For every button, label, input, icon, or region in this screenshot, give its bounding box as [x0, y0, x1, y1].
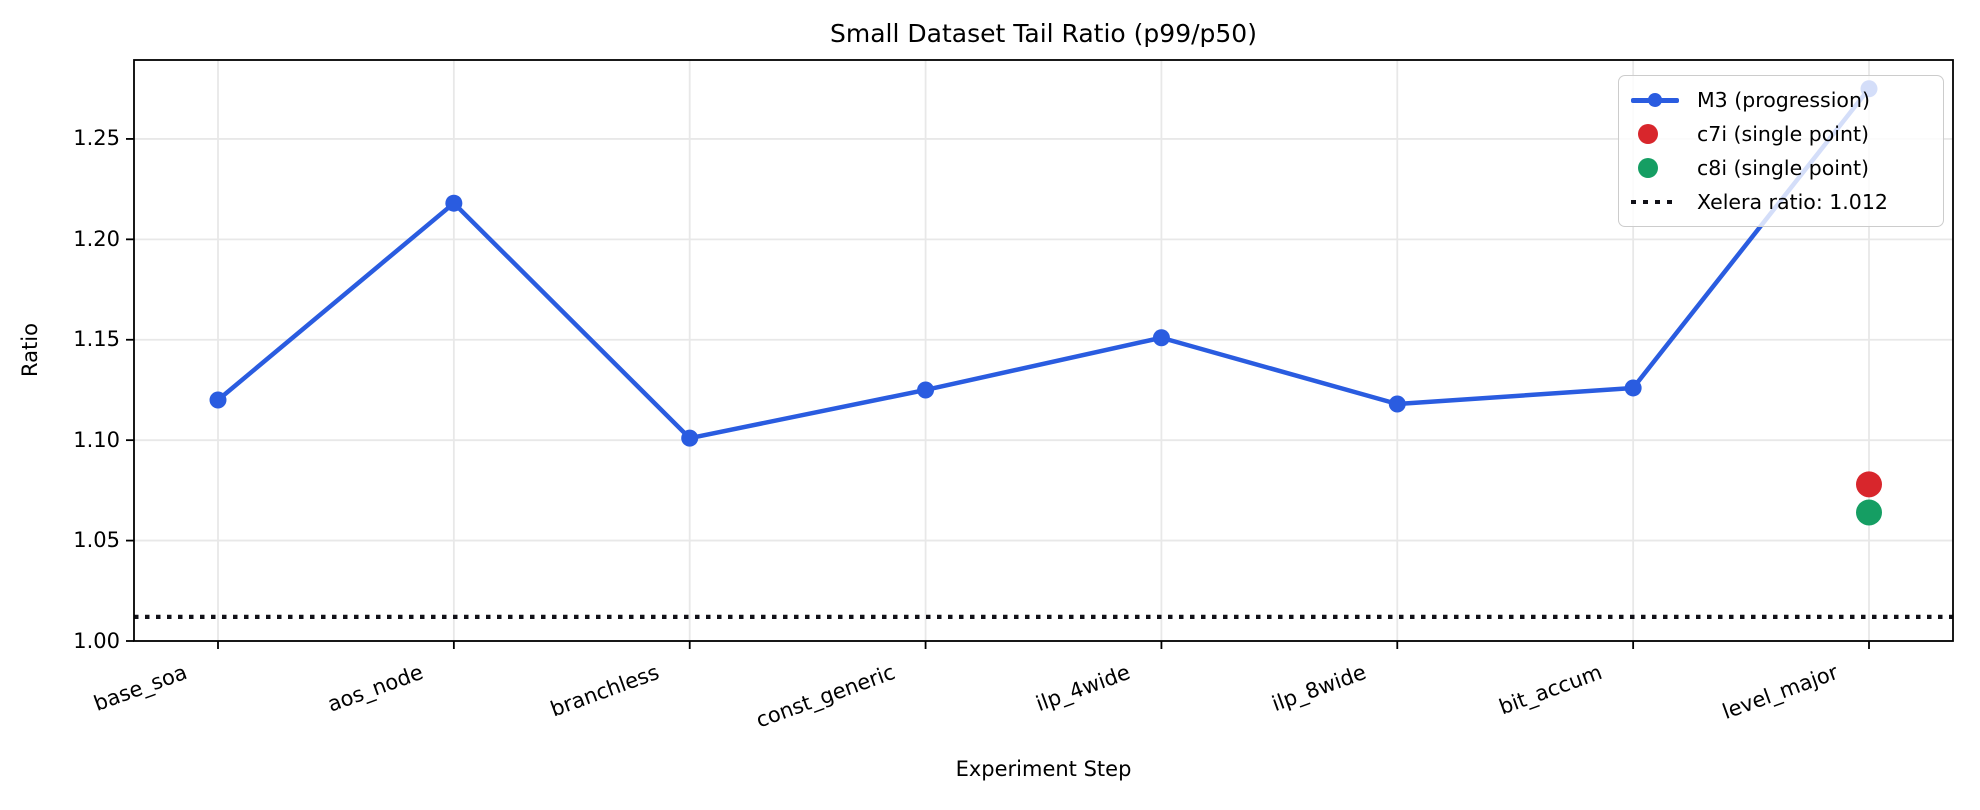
chart-title: Small Dataset Tail Ratio (p99/p50): [830, 19, 1257, 48]
legend-label: M3 (progression): [1697, 88, 1870, 112]
legend: M3 (progression) c7i (single point) c8i (s…: [1618, 75, 1944, 227]
legend-dot-marker-icon: [1631, 123, 1683, 145]
y-tick-label-1.20: 1.20: [73, 226, 120, 251]
legend-dotted-line-marker-icon: [1631, 191, 1683, 213]
legend-label: c7i (single point): [1697, 122, 1870, 146]
m3-point-ilp_8wide: [1388, 395, 1406, 413]
legend-line-marker-icon: [1631, 89, 1683, 111]
y-tick-label-1.05: 1.05: [73, 528, 120, 553]
m3-point-const_generic: [917, 381, 935, 399]
legend-item: c8i (single point): [1631, 151, 1933, 185]
legend-item: M3 (progression): [1631, 83, 1933, 117]
m3-line: [215, 86, 1872, 441]
x-axis-label: Experiment Step: [955, 757, 1132, 781]
axis-frame: [133, 59, 1954, 642]
m3-point-base_soa: [209, 391, 227, 409]
c7i-point: [1856, 471, 1882, 498]
legend-label: c8i (single point): [1697, 156, 1870, 180]
m3-point-aos_node: [445, 194, 463, 212]
y-tick-label-1.15: 1.15: [73, 327, 120, 352]
m3-point-bit_accum: [1624, 379, 1642, 397]
legend-label: Xelera ratio: 1.012: [1697, 190, 1888, 214]
legend-item: c7i (single point): [1631, 117, 1933, 151]
legend-item: Xelera ratio: 1.012: [1631, 185, 1933, 219]
y-tick-label-1.00: 1.00: [73, 628, 120, 653]
y-tick-label-1.10: 1.10: [73, 427, 120, 452]
m3-point-branchless: [681, 429, 699, 447]
m3-point-ilp_4wide: [1152, 329, 1170, 347]
c8i-point: [1856, 499, 1882, 526]
y-tick-label-1.25: 1.25: [73, 126, 120, 151]
legend-dot-marker-icon: [1631, 157, 1683, 179]
